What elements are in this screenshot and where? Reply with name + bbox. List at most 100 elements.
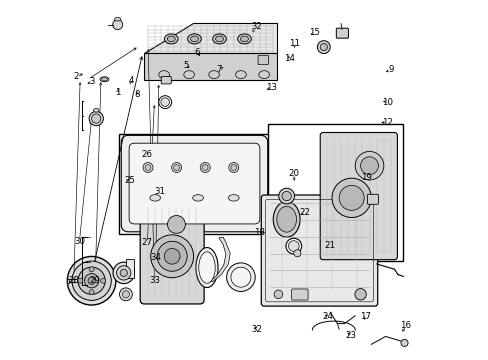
Bar: [119, 134, 269, 234]
Text: 4: 4: [128, 76, 133, 85]
Text: 26: 26: [142, 150, 153, 159]
Text: 33: 33: [149, 276, 160, 285]
Circle shape: [112, 19, 122, 30]
Circle shape: [230, 267, 250, 287]
Circle shape: [122, 291, 129, 298]
Circle shape: [293, 249, 300, 257]
Text: 23: 23: [345, 331, 356, 340]
Ellipse shape: [100, 77, 109, 82]
Text: 5: 5: [183, 61, 189, 70]
Circle shape: [202, 165, 207, 170]
Text: 27: 27: [142, 238, 153, 247]
Circle shape: [339, 185, 364, 210]
FancyBboxPatch shape: [121, 135, 267, 232]
Text: 30: 30: [74, 237, 85, 246]
Text: 2: 2: [74, 72, 79, 81]
Text: 34: 34: [150, 253, 161, 262]
Ellipse shape: [212, 34, 226, 44]
Circle shape: [72, 261, 111, 300]
Ellipse shape: [215, 36, 223, 42]
Circle shape: [400, 339, 407, 346]
Text: 6: 6: [194, 48, 200, 57]
Circle shape: [226, 263, 255, 292]
Text: 14: 14: [283, 54, 294, 63]
Polygon shape: [210, 237, 230, 282]
Circle shape: [91, 114, 101, 123]
Circle shape: [317, 41, 329, 54]
Circle shape: [113, 262, 134, 284]
Circle shape: [331, 178, 370, 217]
Text: 9: 9: [387, 66, 393, 75]
Circle shape: [167, 216, 185, 233]
Text: 11: 11: [288, 39, 300, 48]
Ellipse shape: [273, 202, 300, 237]
Circle shape: [78, 267, 105, 294]
Bar: [66, 279, 69, 283]
Ellipse shape: [187, 34, 201, 44]
FancyBboxPatch shape: [291, 289, 307, 300]
FancyBboxPatch shape: [261, 195, 377, 306]
Ellipse shape: [167, 36, 175, 42]
Circle shape: [173, 165, 179, 170]
Ellipse shape: [228, 195, 239, 201]
FancyBboxPatch shape: [258, 55, 268, 64]
Ellipse shape: [258, 71, 269, 78]
FancyBboxPatch shape: [140, 199, 203, 304]
Ellipse shape: [276, 206, 296, 232]
Ellipse shape: [93, 109, 99, 112]
Text: 20: 20: [288, 169, 299, 178]
Circle shape: [354, 289, 366, 300]
Circle shape: [157, 241, 187, 271]
Circle shape: [285, 238, 301, 254]
Ellipse shape: [237, 34, 251, 44]
Text: 24: 24: [321, 312, 332, 321]
FancyBboxPatch shape: [129, 143, 259, 224]
Text: 7: 7: [216, 65, 222, 74]
Text: 25: 25: [124, 176, 135, 185]
Circle shape: [171, 162, 181, 172]
Text: 17: 17: [360, 312, 371, 321]
Text: 13: 13: [265, 83, 276, 92]
Circle shape: [161, 98, 169, 107]
Circle shape: [119, 288, 132, 301]
Ellipse shape: [192, 195, 203, 201]
Circle shape: [145, 165, 151, 170]
Text: 8: 8: [134, 90, 140, 99]
Circle shape: [88, 277, 95, 284]
Circle shape: [360, 157, 378, 175]
FancyBboxPatch shape: [366, 194, 378, 204]
Text: 19: 19: [360, 173, 370, 182]
Text: 29: 29: [90, 276, 101, 285]
Text: 18: 18: [253, 228, 264, 237]
Text: 10: 10: [381, 98, 392, 107]
Text: 31: 31: [154, 187, 164, 196]
Text: 16: 16: [400, 321, 410, 330]
Circle shape: [282, 192, 291, 201]
Circle shape: [89, 290, 94, 295]
Circle shape: [67, 256, 116, 305]
Text: 3: 3: [89, 77, 95, 86]
Bar: [125, 258, 134, 278]
Ellipse shape: [190, 36, 198, 42]
Circle shape: [150, 235, 193, 278]
Circle shape: [143, 162, 153, 172]
Text: 32: 32: [251, 325, 262, 334]
Circle shape: [274, 290, 282, 298]
Circle shape: [288, 241, 299, 251]
Circle shape: [116, 266, 131, 280]
FancyBboxPatch shape: [320, 132, 397, 260]
Polygon shape: [144, 53, 276, 80]
Circle shape: [230, 165, 236, 170]
Ellipse shape: [208, 71, 219, 78]
Bar: [267, 124, 402, 261]
Ellipse shape: [183, 71, 194, 78]
Ellipse shape: [102, 78, 107, 81]
Text: 15: 15: [308, 28, 319, 37]
Ellipse shape: [196, 248, 218, 288]
Ellipse shape: [235, 71, 246, 78]
Ellipse shape: [159, 71, 169, 78]
Circle shape: [101, 278, 105, 283]
Text: 32: 32: [251, 22, 262, 31]
Circle shape: [164, 248, 180, 264]
Circle shape: [278, 188, 294, 204]
